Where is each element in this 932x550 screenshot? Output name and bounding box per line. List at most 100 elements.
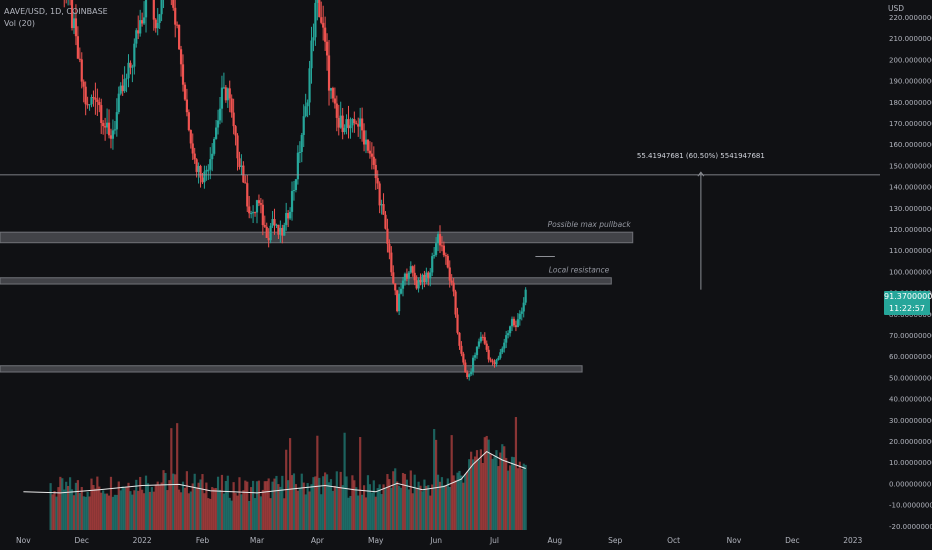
y-tick-label: 60.00000000	[889, 353, 932, 361]
x-tick-label: Feb	[196, 536, 210, 545]
candle-body	[98, 101, 101, 106]
volume-bar	[310, 484, 313, 530]
volume-bar	[203, 493, 206, 530]
volume-bar	[417, 481, 420, 530]
volume-bar	[222, 493, 225, 530]
bar-countdown: 11:22:57	[889, 304, 925, 313]
candle-body	[176, 24, 179, 26]
volume-bar	[512, 457, 516, 530]
candle-body	[357, 124, 360, 127]
candle-body	[507, 333, 510, 336]
candle-body	[341, 115, 344, 133]
y-tick-label: 120.00000000	[889, 226, 932, 234]
candle-body	[109, 135, 113, 139]
volume-bar	[479, 449, 482, 530]
volume-bar	[144, 475, 148, 530]
volume-bar	[207, 498, 210, 530]
candle-body	[431, 256, 434, 273]
candle-body	[181, 64, 185, 85]
y-tick-label: 110.00000000	[889, 247, 932, 255]
candle-body	[458, 332, 461, 346]
volume-bar	[427, 485, 430, 530]
candle-body	[337, 117, 340, 128]
candle-body	[401, 280, 405, 289]
volume-bar	[125, 486, 128, 530]
candle-body	[398, 293, 401, 312]
y-tick-label: 140.00000000	[889, 184, 932, 192]
volume-bar	[218, 489, 222, 530]
measure-label: 55.41947681 (60.50%) 5541947681	[637, 152, 765, 160]
time-axis[interactable]: Nov Dec 2022 Feb Mar Apr May Jun Jul Aug Sep Oct Nov…	[16, 536, 862, 545]
volume-bar	[333, 485, 336, 530]
candle-body	[142, 17, 146, 24]
candle-body	[189, 130, 192, 144]
volume-bar	[205, 482, 208, 530]
volume-bar	[267, 478, 270, 530]
candle-body	[314, 2, 317, 38]
volume-bar	[456, 472, 459, 530]
candle-body	[510, 318, 514, 327]
volume-bar	[273, 478, 276, 530]
volume-bar	[448, 486, 451, 530]
volume-bar	[224, 480, 227, 530]
y-tick-label: 130.00000000	[889, 205, 932, 213]
candle-body	[127, 62, 130, 79]
volume-bar	[491, 458, 494, 530]
candle-body	[90, 97, 93, 105]
volume-bar	[287, 480, 290, 530]
volume-bar	[193, 473, 196, 530]
volume-bar	[211, 487, 214, 530]
volume-bar	[174, 474, 177, 530]
volume-bar	[74, 482, 78, 530]
candle-body	[154, 19, 157, 29]
volume-bar	[133, 490, 136, 530]
candle-body	[191, 143, 194, 154]
candle-body	[505, 335, 508, 343]
x-tick-label: Dec	[75, 536, 90, 545]
volume-bar	[429, 495, 432, 530]
volume-bar	[215, 488, 218, 530]
volume-bar	[123, 487, 126, 530]
candle-body	[520, 311, 523, 314]
candle-body	[261, 204, 264, 226]
volume-bar	[370, 492, 373, 530]
candle-body	[302, 116, 305, 135]
volume-bar	[322, 476, 325, 530]
candle-body	[275, 224, 278, 226]
candle-body	[448, 267, 451, 281]
volume-bar	[505, 457, 508, 530]
volume-bar	[446, 478, 449, 530]
candle-body	[491, 360, 494, 363]
candle-body	[368, 150, 372, 154]
candle-body	[471, 357, 475, 372]
volume-bar	[146, 483, 150, 530]
volume-bar	[347, 497, 350, 530]
volume-bar	[248, 500, 251, 530]
volume-bar	[230, 500, 233, 530]
last-price-badge: 91.37000000 11:22:57	[884, 291, 932, 315]
candle-body	[429, 272, 432, 279]
volume-bar	[53, 491, 56, 530]
candle-body	[403, 273, 407, 281]
volume-bar	[281, 475, 284, 530]
volume-bar	[259, 496, 262, 530]
volume-bar	[109, 476, 113, 530]
volume-bar	[94, 488, 97, 530]
candle-body	[253, 212, 257, 214]
candle-body	[452, 282, 455, 292]
volume-bar	[255, 481, 259, 530]
volume-bar	[481, 463, 484, 530]
y-tick-label: 50.00000000	[889, 374, 932, 382]
volume-bar	[353, 480, 356, 530]
candle-body	[503, 342, 506, 349]
candle-body	[292, 190, 296, 192]
y-tick-label: 70.00000000	[889, 332, 932, 340]
candle-body	[244, 182, 247, 184]
price-axis[interactable]: USD -20.00000000 -10.00000000 0.00000000 10.…	[888, 4, 932, 531]
volume-bar	[314, 476, 317, 530]
candle-body	[82, 81, 85, 87]
volume-bar	[160, 482, 163, 530]
candle-body	[255, 200, 259, 213]
candle-body	[234, 126, 237, 136]
